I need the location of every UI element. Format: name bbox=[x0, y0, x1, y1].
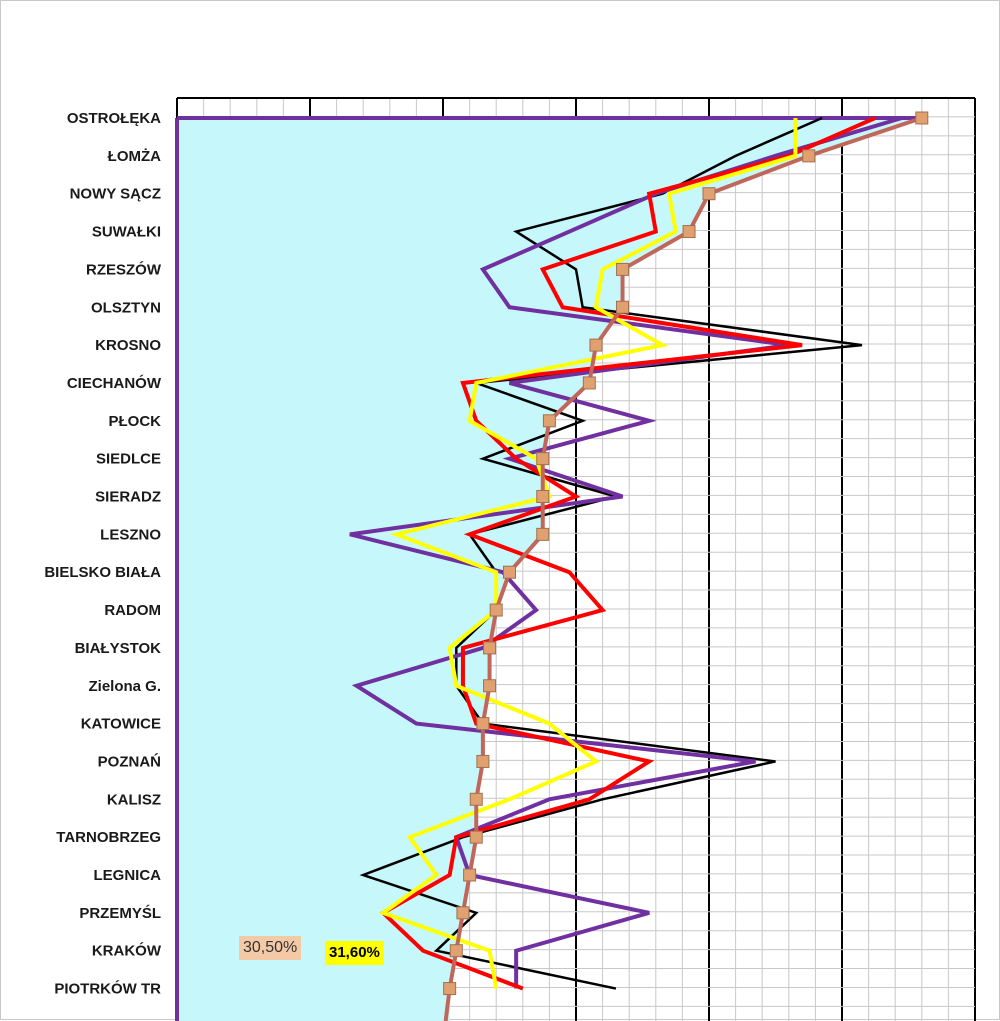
category-label: KRAKÓW bbox=[92, 942, 162, 960]
data-point-marker bbox=[702, 187, 716, 201]
category-label: BIELSKO BIAŁA bbox=[44, 564, 161, 581]
category-label: LESZNO bbox=[100, 526, 161, 543]
data-point-marker bbox=[503, 565, 516, 579]
data-point-marker bbox=[536, 490, 550, 503]
area-fill bbox=[177, 118, 922, 1021]
data-point-marker bbox=[802, 149, 816, 163]
category-label: SIEDLCE bbox=[96, 451, 161, 468]
data-point-marker bbox=[536, 452, 550, 466]
category-label: PŁOCK bbox=[109, 413, 162, 430]
data-point-marker bbox=[542, 414, 556, 428]
category-label: SIERADZ bbox=[95, 489, 161, 506]
category-label: POZNAŃ bbox=[98, 753, 161, 770]
data-point-marker bbox=[483, 641, 497, 655]
category-label: Zielona G. bbox=[88, 678, 161, 695]
category-label: OLSZTYN bbox=[91, 299, 161, 316]
data-point-marker bbox=[469, 792, 483, 806]
category-label: RZESZÓW bbox=[86, 260, 162, 278]
data-point-marker bbox=[589, 338, 603, 352]
category-label: ŁOMŻA bbox=[108, 148, 161, 165]
data-point-marker bbox=[476, 717, 490, 731]
plot-area-fill bbox=[175, 116, 922, 1021]
series-lines bbox=[349, 116, 923, 1021]
category-label: CIECHANÓW bbox=[67, 374, 162, 392]
data-point-marker bbox=[582, 376, 596, 390]
category-label: KROSNO bbox=[95, 337, 161, 354]
series-markers bbox=[443, 111, 929, 996]
annotation-label-percent-a: 30,50% bbox=[239, 936, 302, 960]
data-point-marker bbox=[449, 944, 463, 958]
category-label: LEGNICA bbox=[94, 867, 162, 884]
series-line-4 bbox=[378, 118, 798, 989]
series-line-3 bbox=[379, 116, 877, 991]
category-label: TARNOBRZEG bbox=[56, 829, 161, 846]
data-point-marker bbox=[915, 111, 929, 125]
data-point-marker bbox=[476, 754, 490, 768]
data-point-marker bbox=[443, 982, 457, 996]
data-point-marker bbox=[536, 527, 550, 541]
category-label: KALISZ bbox=[107, 791, 161, 808]
data-point-marker bbox=[469, 830, 483, 844]
data-point-marker bbox=[456, 906, 470, 920]
category-label: NOWY SĄCZ bbox=[70, 186, 161, 203]
data-point-marker bbox=[483, 679, 497, 693]
series-line-2 bbox=[349, 116, 903, 989]
data-point-marker bbox=[463, 868, 477, 882]
category-label: OSTROŁĘKA bbox=[67, 110, 161, 127]
category-label: SUWAŁKI bbox=[92, 224, 161, 241]
category-label: PRZEMYŚL bbox=[79, 904, 161, 922]
category-label: PIOTRKÓW TR bbox=[54, 980, 161, 998]
category-label: KATOWICE bbox=[81, 716, 161, 733]
category-label: RADOM bbox=[104, 602, 161, 619]
annotation-label-percent-b: 31,60% bbox=[325, 941, 384, 965]
category-label: BIAŁYSTOK bbox=[75, 640, 162, 657]
data-point-marker bbox=[616, 262, 630, 276]
data-point-marker bbox=[682, 225, 696, 239]
data-point-marker bbox=[489, 603, 503, 617]
data-point-marker bbox=[616, 300, 630, 314]
category-labels: OSTROŁĘKA ŁOMŻA NOWY SĄCZ SUWAŁKI RZESZÓW OLS… bbox=[44, 110, 162, 998]
